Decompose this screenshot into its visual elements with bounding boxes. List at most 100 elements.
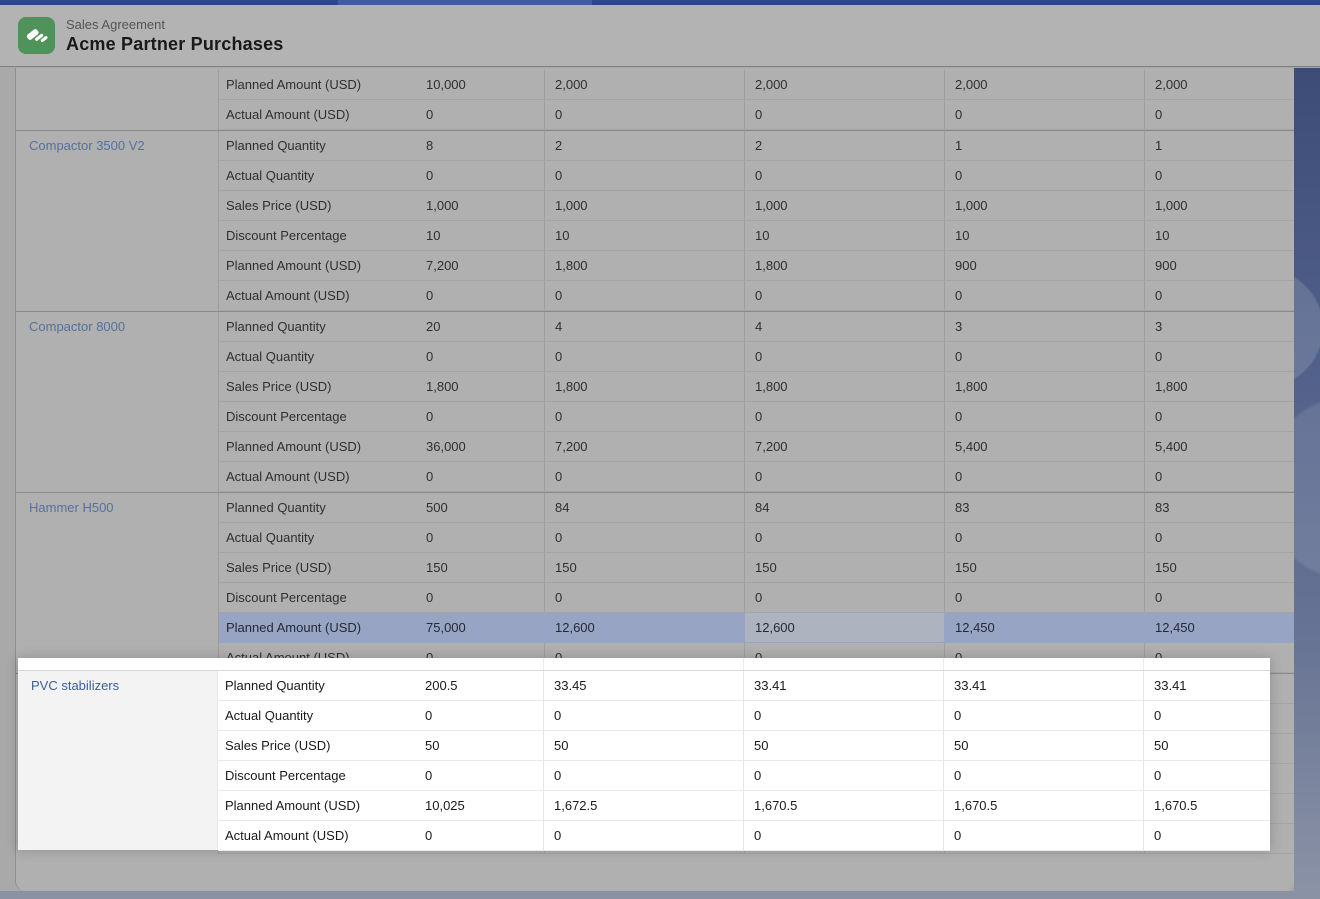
value-cell[interactable]: 0	[744, 462, 944, 491]
value-cell[interactable]: 83	[944, 493, 1144, 522]
value-cell[interactable]: 0	[544, 462, 744, 491]
value-cell[interactable]: 10	[426, 228, 441, 243]
value-cell[interactable]: 50	[543, 731, 743, 760]
value-cell[interactable]: 0	[425, 828, 433, 843]
value-cell[interactable]: 0	[1144, 161, 1294, 190]
value-cell[interactable]: 2,000	[544, 70, 744, 99]
product-link[interactable]: Compactor 3500 V2	[29, 138, 145, 153]
value-cell[interactable]: 2,000	[744, 70, 944, 99]
value-cell[interactable]: 0	[1144, 100, 1294, 129]
value-cell[interactable]: 0	[426, 469, 434, 484]
value-cell[interactable]: 1,670.5	[743, 791, 943, 820]
value-cell[interactable]: 1,800	[944, 372, 1144, 401]
value-cell[interactable]: 0	[944, 523, 1144, 552]
value-cell[interactable]: 10,000	[426, 77, 466, 92]
value-cell[interactable]: 10	[944, 221, 1144, 250]
value-cell[interactable]: 0	[426, 409, 434, 424]
value-cell[interactable]: 0	[1144, 462, 1294, 491]
value-cell[interactable]: 900	[944, 251, 1144, 280]
value-cell[interactable]: 3	[1144, 312, 1294, 341]
value-cell[interactable]: 0	[943, 761, 1143, 790]
value-cell[interactable]: 5,400	[1144, 432, 1294, 461]
value-cell[interactable]: 0	[544, 100, 744, 129]
value-cell[interactable]: 1,670.5	[1143, 791, 1270, 820]
value-cell[interactable]: 33.41	[1143, 671, 1270, 700]
value-cell[interactable]: 0	[425, 708, 433, 723]
value-cell[interactable]: 33.41	[743, 671, 943, 700]
value-cell[interactable]: 0	[543, 701, 743, 730]
value-cell[interactable]: 0	[426, 288, 434, 303]
value-cell[interactable]: 0	[1143, 701, 1270, 730]
value-cell[interactable]: 1,000	[426, 198, 459, 213]
value-cell[interactable]: 200.5	[425, 678, 458, 693]
value-cell[interactable]: 1,670.5	[943, 791, 1143, 820]
value-cell[interactable]: 10	[744, 221, 944, 250]
value-cell[interactable]: 0	[944, 583, 1144, 612]
value-cell[interactable]: 50	[743, 731, 943, 760]
value-cell[interactable]: 0	[426, 168, 434, 183]
value-cell[interactable]: 10	[544, 221, 744, 250]
value-cell[interactable]: 0	[743, 761, 943, 790]
value-cell[interactable]: 1,800	[744, 251, 944, 280]
value-cell[interactable]: 0	[1143, 821, 1270, 850]
value-cell[interactable]: 0	[1143, 761, 1270, 790]
value-cell[interactable]: 50	[1143, 731, 1270, 760]
value-cell[interactable]: 1,800	[544, 372, 744, 401]
value-cell[interactable]: 0	[743, 821, 943, 850]
value-cell[interactable]: 12,450	[944, 613, 1144, 642]
value-cell[interactable]: 2	[744, 131, 944, 160]
value-cell[interactable]: 0	[944, 161, 1144, 190]
value-cell[interactable]: 1,000	[544, 191, 744, 220]
value-cell[interactable]: 0	[543, 821, 743, 850]
value-cell[interactable]: 1,000	[1144, 191, 1294, 220]
value-cell[interactable]: 0	[744, 643, 944, 672]
value-cell[interactable]: 0	[426, 107, 434, 122]
value-cell[interactable]: 0	[744, 342, 944, 371]
value-cell[interactable]: 7,200	[744, 432, 944, 461]
value-cell[interactable]: 0	[944, 462, 1144, 491]
value-cell[interactable]: 0	[1144, 281, 1294, 310]
value-cell[interactable]: 2,000	[1144, 70, 1294, 99]
value-cell[interactable]: 0	[944, 100, 1144, 129]
value-cell[interactable]: 1,800	[426, 379, 459, 394]
value-cell[interactable]: 0	[743, 701, 943, 730]
value-cell[interactable]: 7,200	[426, 258, 459, 273]
value-cell[interactable]: 1,000	[744, 191, 944, 220]
value-cell[interactable]: 12,600	[544, 613, 744, 642]
value-cell[interactable]: 0	[944, 342, 1144, 371]
value-cell[interactable]: 50	[425, 738, 440, 753]
focused-value-cell[interactable]: 12,600	[744, 613, 944, 642]
value-cell[interactable]: 0	[426, 349, 434, 364]
value-cell[interactable]: 3	[944, 312, 1144, 341]
value-cell[interactable]: 84	[544, 493, 744, 522]
product-link[interactable]: Compactor 8000	[29, 319, 126, 334]
value-cell[interactable]: 84	[744, 493, 944, 522]
value-cell[interactable]: 0	[1144, 643, 1294, 672]
value-cell[interactable]: 150	[744, 553, 944, 582]
value-cell[interactable]: 1	[1144, 131, 1294, 160]
product-link[interactable]: Hammer H500	[29, 500, 114, 515]
value-cell[interactable]: 1,800	[1144, 372, 1294, 401]
value-cell[interactable]: 0	[544, 643, 744, 672]
value-cell[interactable]: 1,000	[944, 191, 1144, 220]
value-cell[interactable]: 0	[543, 761, 743, 790]
value-cell[interactable]: 36,000	[426, 439, 466, 454]
value-cell[interactable]: 0	[943, 701, 1143, 730]
value-cell[interactable]: 0	[1144, 583, 1294, 612]
value-cell[interactable]: 4	[544, 312, 744, 341]
value-cell[interactable]: 0	[944, 643, 1144, 672]
value-cell[interactable]: 500	[426, 500, 448, 515]
value-cell[interactable]: 0	[544, 523, 744, 552]
value-cell[interactable]: 4	[744, 312, 944, 341]
value-cell[interactable]: 0	[944, 281, 1144, 310]
value-cell[interactable]: 150	[944, 553, 1144, 582]
value-cell[interactable]: 150	[426, 560, 448, 575]
value-cell[interactable]: 0	[744, 161, 944, 190]
value-cell[interactable]: 150	[1144, 553, 1294, 582]
value-cell[interactable]: 0	[944, 402, 1144, 431]
value-cell[interactable]: 0	[1144, 342, 1294, 371]
value-cell[interactable]: 0	[544, 583, 744, 612]
value-cell[interactable]: 0	[744, 523, 944, 552]
value-cell[interactable]: 2,000	[944, 70, 1144, 99]
value-cell[interactable]: 0	[544, 342, 744, 371]
